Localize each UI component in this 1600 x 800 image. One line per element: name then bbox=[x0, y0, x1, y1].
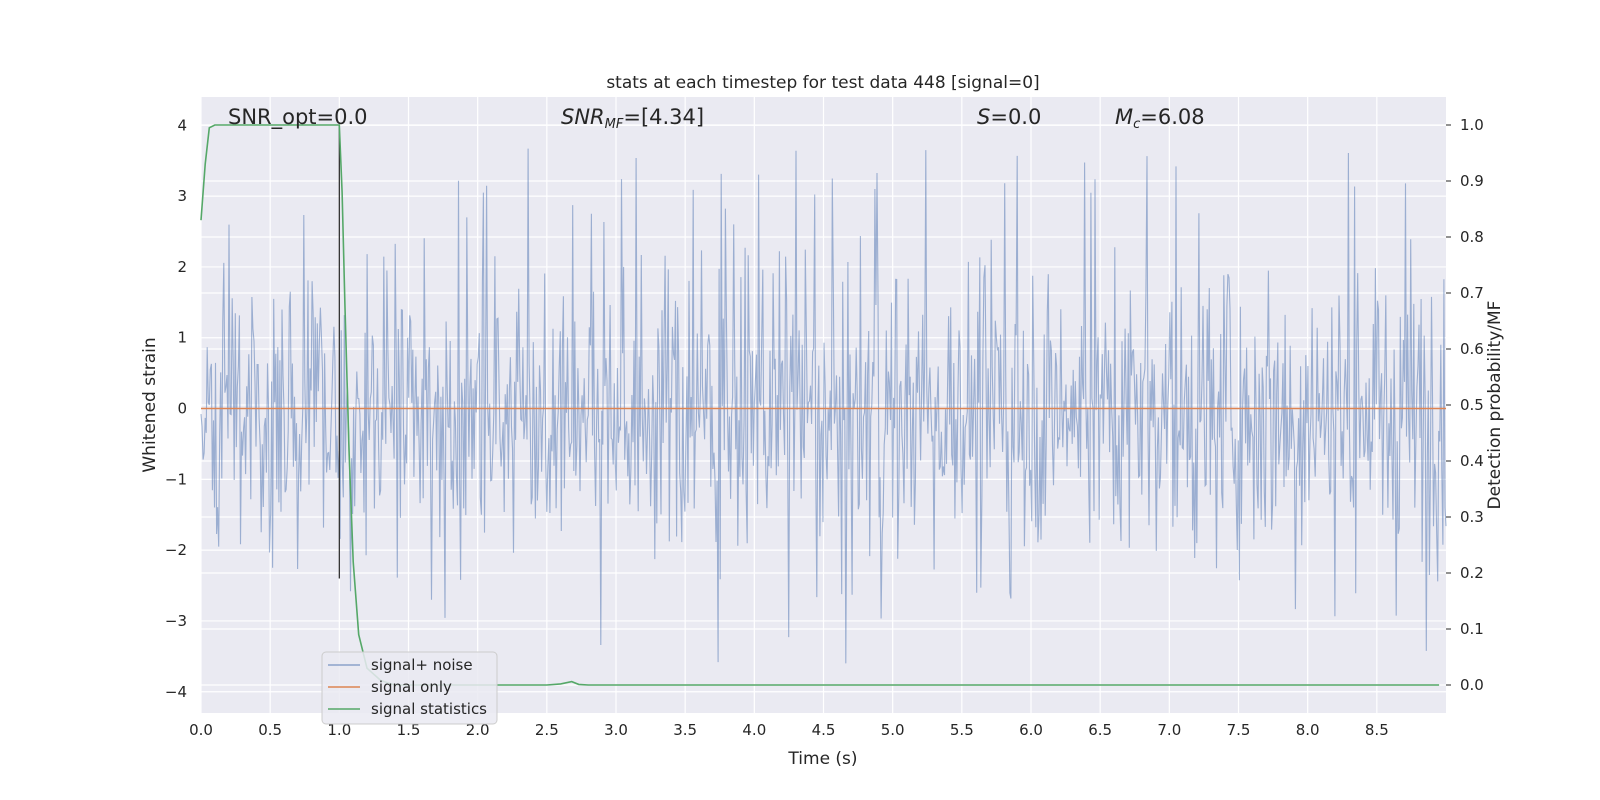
y-tick-label-left: −1 bbox=[165, 470, 187, 488]
y-tick-label-left: 3 bbox=[177, 187, 187, 205]
series-signal-plus-noise bbox=[200, 148, 1447, 664]
x-tick-label: 8.0 bbox=[1296, 721, 1320, 739]
x-tick-label: 2.5 bbox=[535, 721, 559, 739]
x-axis-label: Time (s) bbox=[787, 749, 857, 769]
y-axis-label-left: Whitened strain bbox=[140, 337, 160, 472]
annotation-snr-mf-symbol: SNR bbox=[561, 105, 605, 129]
y-tick-label-right: 0.8 bbox=[1460, 228, 1484, 246]
tick-labels: 0.0 0.5 1.0 1.5 2.0 2.5 3.0 3.5 4.0 4.5 5.0 5.5 6.0 6… bbox=[165, 116, 1484, 739]
y-tick-label-left: 1 bbox=[177, 329, 187, 347]
y-tick-label-right: 0.1 bbox=[1460, 620, 1484, 638]
annotation-s: S=0.0 bbox=[977, 105, 1041, 129]
y-tick-label-left: 2 bbox=[177, 258, 187, 276]
annotation-s-symbol: S bbox=[977, 105, 990, 129]
y-tick-label-left: 4 bbox=[177, 116, 187, 134]
x-tick-label: 0.5 bbox=[258, 721, 282, 739]
x-tick-label: 5.0 bbox=[881, 721, 905, 739]
x-tick-label: 6.5 bbox=[1088, 721, 1112, 739]
y-tick-label-left: −3 bbox=[165, 612, 187, 630]
annotation-mc-subscript: c bbox=[1133, 117, 1140, 132]
x-tick-label: 2.0 bbox=[466, 721, 490, 739]
y-axis-label-right: Detection probability/MF bbox=[1485, 301, 1505, 510]
y-tick-label-right: 0.3 bbox=[1460, 508, 1484, 526]
annotation-mc: Mc=6.08 bbox=[1115, 105, 1205, 132]
y-tick-label-left: −2 bbox=[165, 541, 187, 559]
y-tick-label-right: 1.0 bbox=[1460, 116, 1484, 134]
x-tick-label: 5.5 bbox=[950, 721, 974, 739]
annotation-mc-symbol: M bbox=[1115, 105, 1133, 129]
y-tick-label-right: 0.6 bbox=[1460, 340, 1484, 358]
annotation-s-value: =0.0 bbox=[990, 105, 1041, 129]
annotation-snr-opt: SNR_opt=0.0 bbox=[228, 105, 368, 130]
x-tick-label: 6.0 bbox=[1019, 721, 1043, 739]
x-tick-label: 7.0 bbox=[1157, 721, 1181, 739]
legend-frame bbox=[321, 651, 498, 725]
x-tick-label: 7.5 bbox=[1227, 721, 1251, 739]
y-tick-label-right: 0.9 bbox=[1460, 172, 1484, 190]
x-tick-label: 3.5 bbox=[673, 721, 697, 739]
annotation-snr-mf-subscript: MF bbox=[605, 117, 624, 132]
signal-plus-noise-line bbox=[200, 148, 1447, 664]
legend-label-signal-plus-noise: signal+ noise bbox=[371, 656, 473, 674]
annotation-mc-value: =6.08 bbox=[1140, 105, 1204, 129]
legend-label-signal-only: signal only bbox=[371, 678, 452, 696]
y-tick-label-right: 0.0 bbox=[1460, 676, 1484, 694]
annotation-snr-mf-value: =[4.34] bbox=[623, 105, 704, 129]
y-tick-label-right: 0.7 bbox=[1460, 284, 1484, 302]
y-tick-label-left: 0 bbox=[177, 400, 187, 418]
y-tick-label-left: −4 bbox=[165, 683, 187, 701]
legend: signal+ noise signal only signal statist… bbox=[321, 651, 498, 725]
x-tick-label: 1.5 bbox=[397, 721, 421, 739]
x-tick-label: 4.5 bbox=[812, 721, 836, 739]
chart-title: stats at each timestep for test data 448… bbox=[606, 73, 1039, 93]
legend-label-signal-statistics: signal statistics bbox=[371, 700, 487, 718]
x-tick-label: 8.5 bbox=[1365, 721, 1389, 739]
x-tick-label: 4.0 bbox=[742, 721, 766, 739]
y-tick-label-right: 0.4 bbox=[1460, 452, 1484, 470]
annotation-snr-mf: SNRMF=[4.34] bbox=[561, 105, 704, 132]
y-tick-label-right: 0.5 bbox=[1460, 396, 1484, 414]
y-tick-label-right: 0.2 bbox=[1460, 564, 1484, 582]
x-tick-label: 3.0 bbox=[604, 721, 628, 739]
x-tick-label: 1.0 bbox=[327, 721, 351, 739]
x-tick-label: 0.0 bbox=[189, 721, 213, 739]
